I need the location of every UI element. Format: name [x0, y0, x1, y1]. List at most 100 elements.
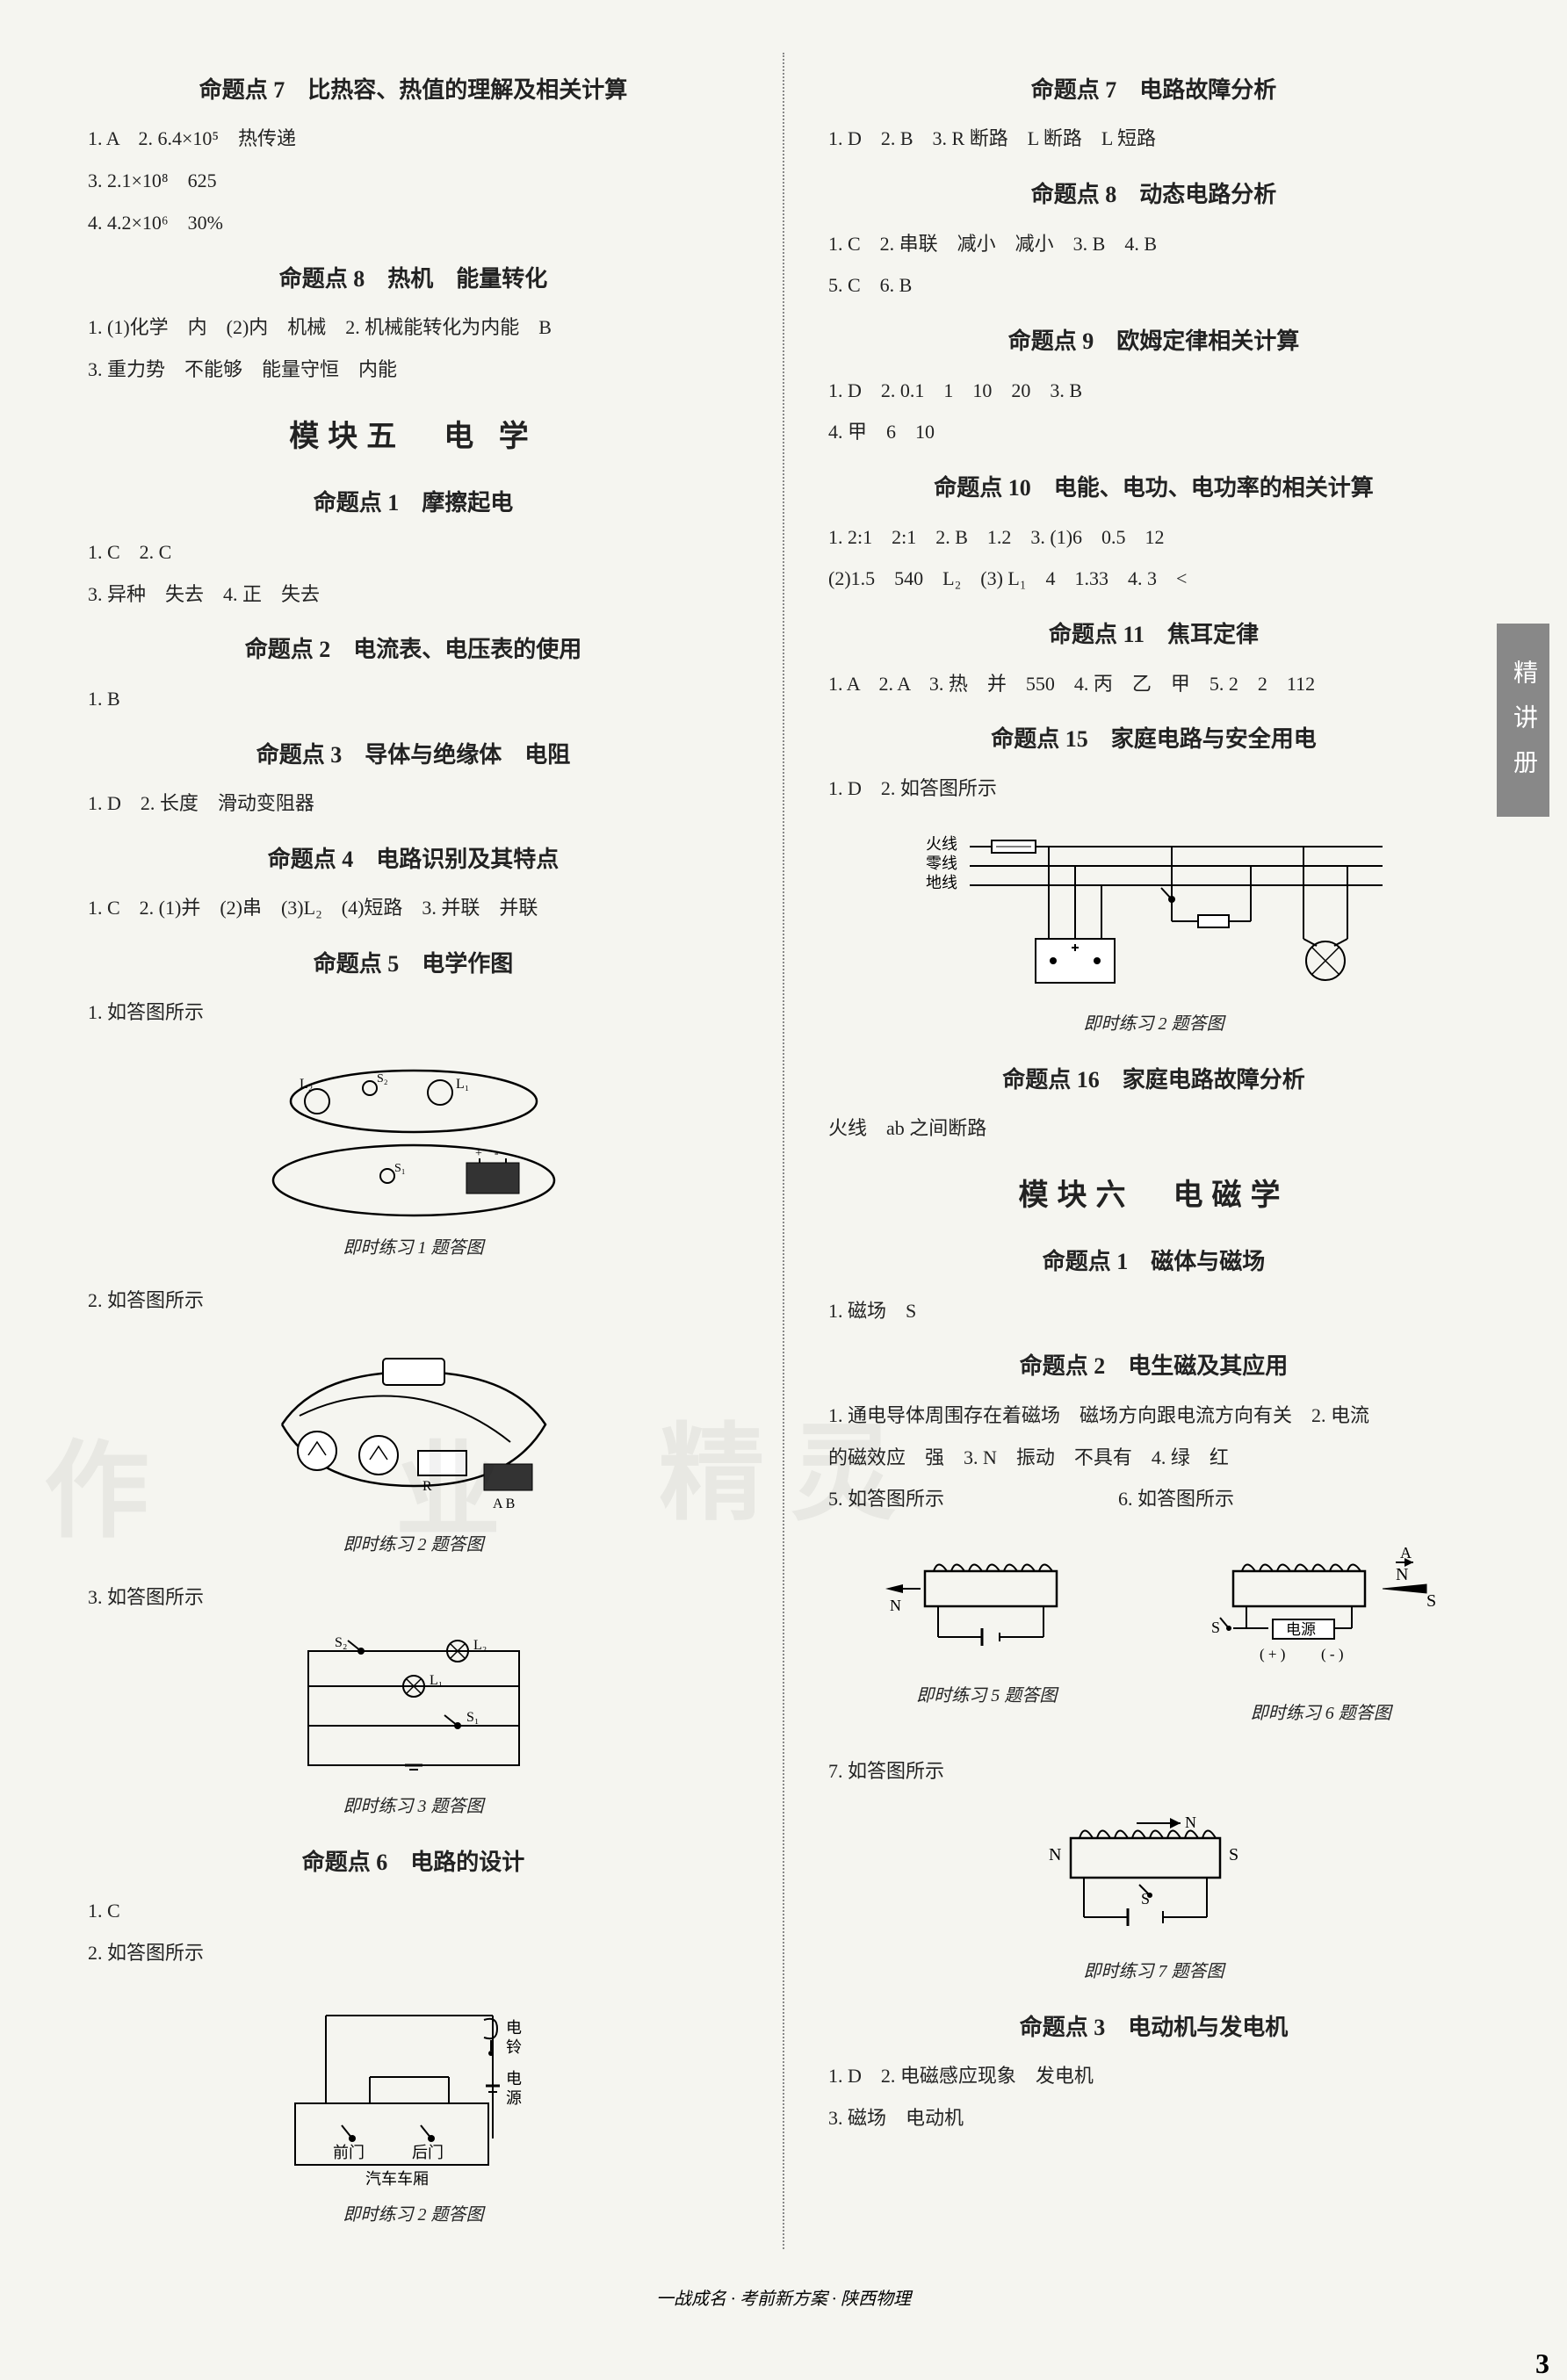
circuit-figure-4: 汽车车厢 电 铃 电 源 前门 后门: [88, 1989, 739, 2232]
answer-text: 1. 通电导体周围存在着磁场 磁场方向跟电流方向有关 2. 电流: [828, 1397, 1479, 1434]
answer-text: 1. 2:1 2:1 2. B 1.2 3. (1)6 0.5 12: [828, 519, 1479, 556]
answer-text: 5. 如答图所示 6. 如答图所示: [828, 1481, 1479, 1518]
svg-text:( + ): ( + ): [1260, 1646, 1285, 1662]
svg-text:S: S: [1141, 1890, 1150, 1908]
svg-text:后门: 后门: [412, 2144, 444, 2161]
figure-caption: 即时练习 2 题答图: [88, 2198, 739, 2232]
svg-text:N: N: [1396, 1565, 1408, 1584]
svg-text:+ -: + -: [475, 1147, 499, 1160]
topic8-title: 命题点 8 热机 能量转化: [88, 257, 739, 300]
m6-topic2-title: 命题点 2 电生磁及其应用: [828, 1345, 1479, 1388]
svg-text:L₂: L₂: [473, 1638, 487, 1653]
answer-text: 1. C 2. C: [88, 534, 739, 571]
answer-text: 的磁效应 强 3. N 振动 不具有 4. 绿 红: [828, 1439, 1479, 1476]
svg-text:A B: A B: [493, 1497, 515, 1511]
r-topic10-title: 命题点 10 电能、电功、电功率的相关计算: [828, 466, 1479, 509]
solenoid-figure-6: A N S S 电源 ( + ) ( - ): [1163, 1540, 1480, 1730]
home-circuit-figure: 火线 零线 地线: [828, 825, 1479, 1041]
svg-text:S: S: [1211, 1619, 1220, 1636]
figure-caption: 即时练习 6 题答图: [1163, 1697, 1480, 1730]
side-tab: 精 讲 册: [1497, 624, 1549, 817]
svg-text:( - ): ( - ): [1321, 1646, 1343, 1662]
home-circuit-icon: 火线 零线 地线: [917, 825, 1391, 1000]
answer-text: 1. (1)化学 内 (2)内 机械 2. 机械能转化为内能 B: [88, 309, 739, 346]
figure-caption: 即时练习 2 题答图: [828, 1007, 1479, 1041]
m6-topic1-title: 命题点 1 磁体与磁场: [828, 1240, 1479, 1283]
svg-text:N: N: [890, 1597, 901, 1614]
answer-text: 1. B: [88, 681, 739, 718]
svg-text:L₂: L₂: [300, 1077, 313, 1092]
solenoid-icon: N N S S: [1022, 1807, 1286, 1948]
answer-text: 火线 ab 之间断路: [828, 1110, 1479, 1147]
svg-text:火线: 火线: [926, 835, 957, 853]
m5-topic4-title: 命题点 4 电路识别及其特点: [88, 838, 739, 881]
answer-text: 3. 磁场 电动机: [828, 2100, 1479, 2137]
answer-text: 3. 如答图所示: [88, 1579, 739, 1616]
svg-text:S₂: S₂: [377, 1072, 388, 1085]
answer-text: 1. D 2. 0.1 1 10 20 3. B: [828, 372, 1479, 409]
figure-caption: 即时练习 3 题答图: [88, 1790, 739, 1823]
svg-text:S₁: S₁: [466, 1710, 479, 1725]
svg-text:零线: 零线: [926, 855, 957, 872]
footer-text: 一战成名 · 考前新方案 · 陕西物理: [88, 2284, 1479, 2310]
m5-topic1-title: 命题点 1 摩擦起电: [88, 481, 739, 524]
answer-text: 1. C 2. 串联 减小 减小 3. B 4. B: [828, 226, 1479, 263]
solenoid-icon: N: [872, 1540, 1101, 1672]
module5-title: 模块五 电 学: [88, 409, 739, 466]
answer-text: (2)1.5 540 L₂ (3) L₁ 4 1.33 4. 3 <: [828, 560, 1479, 597]
answer-text: 1. C: [88, 1893, 739, 1929]
solenoid-figure-7: N N S S 即时练习 7 题答图: [828, 1807, 1479, 1988]
circuit-figure-3: S₂ L₂ L₁ S₁ 即时练习 3 题答图: [88, 1634, 739, 1823]
answer-text: 2. 如答图所示: [88, 1935, 739, 1972]
topic7-title: 命题点 7 比热容、热值的理解及相关计算: [88, 69, 739, 112]
answer-text: 2. 如答图所示: [88, 1282, 739, 1319]
answer-text: 4. 甲 6 10: [828, 414, 1479, 451]
svg-text:电: 电: [506, 2019, 522, 2037]
circuit-diagram-icon: 汽车车厢 电 铃 电 源 前门 后门: [273, 1989, 554, 2191]
figure-caption: 即时练习 2 题答图: [88, 1528, 739, 1561]
module6-title: 模块六 电磁学: [828, 1168, 1479, 1225]
solenoid-figure-5: N 即时练习 5 题答图: [828, 1540, 1145, 1730]
svg-text:源: 源: [506, 2089, 522, 2107]
svg-text:L₁: L₁: [430, 1673, 443, 1688]
r-topic9-title: 命题点 9 欧姆定律相关计算: [828, 320, 1479, 363]
m5-topic3-title: 命题点 3 导体与绝缘体 电阻: [88, 733, 739, 776]
svg-text:前门: 前门: [333, 2144, 365, 2161]
answer-text: 1. 如答图所示: [88, 994, 739, 1031]
answer-text: 1. D 2. 长度 滑动变阻器: [88, 785, 739, 822]
svg-text:N: N: [1185, 1814, 1196, 1831]
answer-text: 1. D 2. 如答图所示: [828, 770, 1479, 807]
circuit-diagram-icon: L₂ L₁ S₂ S₁ + -: [247, 1049, 581, 1224]
svg-text:R: R: [422, 1479, 432, 1494]
svg-text:S₂: S₂: [335, 1635, 347, 1650]
answer-text: 3. 重力势 不能够 能量守恒 内能: [88, 351, 739, 388]
figure-pair: N 即时练习 5 题答图 A: [828, 1523, 1479, 1748]
r-topic15-title: 命题点 15 家庭电路与安全用电: [828, 718, 1479, 761]
box-label: 汽车车厢: [365, 2170, 429, 2188]
answer-text: 1. D 2. 电磁感应现象 发电机: [828, 2058, 1479, 2095]
svg-text:地线: 地线: [926, 874, 957, 891]
answer-text: 5. C 6. B: [828, 267, 1479, 304]
svg-text:铃: 铃: [506, 2038, 522, 2056]
svg-text:电源: 电源: [1286, 1621, 1316, 1638]
answer-text: 4. 4.2×10⁶ 30%: [88, 205, 739, 242]
svg-text:S: S: [1426, 1591, 1436, 1611]
svg-text:L₁: L₁: [456, 1077, 469, 1092]
left-column: 命题点 7 比热容、热值的理解及相关计算 1. A 2. 6.4×10⁵ 热传递…: [88, 53, 739, 2249]
circuit-diagram-icon: S₂ L₂ L₁ S₁: [282, 1634, 545, 1783]
answer-text: 1. D 2. B 3. R 断路 L 断路 L 短路: [828, 120, 1479, 157]
figure-caption: 即时练习 1 题答图: [88, 1231, 739, 1265]
figure-caption: 即时练习 5 题答图: [828, 1679, 1145, 1713]
r-topic7-title: 命题点 7 电路故障分析: [828, 69, 1479, 112]
r-topic11-title: 命题点 11 焦耳定律: [828, 613, 1479, 656]
answer-text: 1. 磁场 S: [828, 1293, 1479, 1330]
answer-text: 1. C 2. (1)并 (2)串 (3)L₂ (4)短路 3. 并联 并联: [88, 890, 739, 927]
svg-text:N: N: [1049, 1845, 1061, 1864]
answer-text: 1. A 2. 6.4×10⁵ 热传递: [88, 120, 739, 157]
right-column: 命题点 7 电路故障分析 1. D 2. B 3. R 断路 L 断路 L 短路…: [828, 53, 1479, 2249]
m5-topic6-title: 命题点 6 电路的设计: [88, 1841, 739, 1884]
r-topic16-title: 命题点 16 家庭电路故障分析: [828, 1058, 1479, 1101]
circuit-figure-2: R A B 即时练习 2 题答图: [88, 1337, 739, 1561]
svg-text:S: S: [1229, 1845, 1238, 1864]
circuit-diagram-icon: R A B: [247, 1337, 581, 1521]
